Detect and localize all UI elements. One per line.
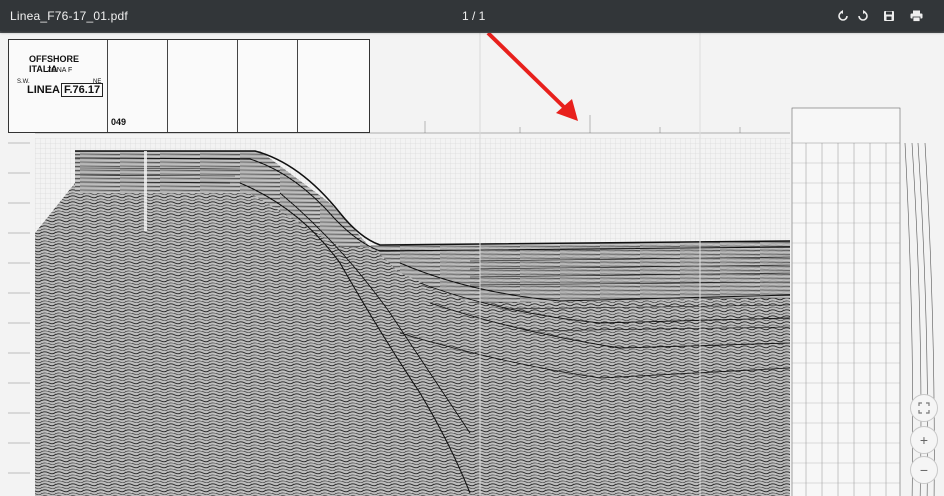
zone-label: ZONA F xyxy=(47,67,73,74)
print-button[interactable] xyxy=(907,7,925,25)
save-icon xyxy=(884,11,894,21)
pdf-toolbar: Linea_F76-17_01.pdf 1 / 1 xyxy=(0,0,944,31)
rotate-ccw-icon xyxy=(838,10,848,21)
fit-page-button[interactable] xyxy=(910,394,938,422)
title-block-col-4 xyxy=(237,40,298,132)
seismic-section-image xyxy=(8,33,935,496)
rotate-cw-button[interactable] xyxy=(854,7,872,25)
download-button[interactable] xyxy=(880,7,898,25)
line-id: F.76.17 xyxy=(61,83,104,97)
side-code: S.W. xyxy=(17,79,30,85)
pdf-viewer[interactable]: OFFSHORE ITALIA ZONA F S.W. LINEA F.76.1… xyxy=(0,31,944,496)
title-block-col-2: 049 xyxy=(107,40,168,132)
rotate-ccw-button[interactable] xyxy=(834,7,852,25)
page-counter: 1 / 1 xyxy=(462,9,486,23)
rotate-cw-icon xyxy=(858,10,868,21)
document-title: Linea_F76-17_01.pdf xyxy=(10,9,128,23)
zoom-out-button[interactable]: − xyxy=(910,456,938,484)
annotation-arrow-icon xyxy=(486,33,578,121)
fit-page-icon xyxy=(918,402,930,414)
title-block-main: OFFSHORE ITALIA ZONA F S.W. LINEA F.76.1… xyxy=(9,40,108,132)
org-name: OFFSHORE ITALIA xyxy=(29,54,80,74)
pdf-page: OFFSHORE ITALIA ZONA F S.W. LINEA F.76.1… xyxy=(0,33,944,496)
print-icon xyxy=(910,10,922,22)
box-code: NE xyxy=(93,79,102,85)
zoom-in-button[interactable]: + xyxy=(910,426,938,454)
title-block-col-5 xyxy=(297,40,367,132)
sheet-number: 049 xyxy=(111,117,127,127)
drawing-title-block: OFFSHORE ITALIA ZONA F S.W. LINEA F.76.1… xyxy=(8,39,370,133)
line-label: LINEA xyxy=(27,84,60,96)
title-block-col-3 xyxy=(167,40,238,132)
